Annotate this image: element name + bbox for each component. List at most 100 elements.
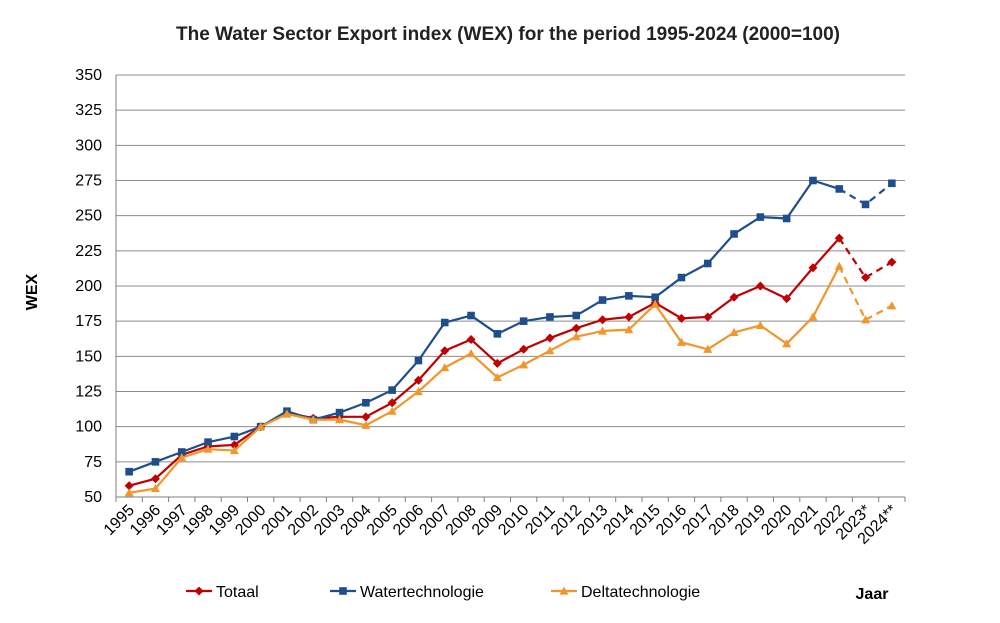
y-tick-labels: 50 75 100 125 150 175 200 225 250 275 300 325 350	[75, 67, 102, 506]
point-totaal-2019	[755, 281, 765, 291]
series-line-totaal	[128, 237, 841, 487]
point-deltatechnologie-2017	[703, 344, 713, 353]
x-tick-labels: 1995199619971998199920002001200220032004…	[101, 502, 901, 548]
point-totaal-2022	[834, 233, 844, 243]
point-watertechnologie-2009	[493, 330, 502, 338]
point-deltatechnologie-2003	[335, 415, 345, 424]
x-axis-label: Jaar	[856, 586, 889, 603]
y-tick-label-275: 275	[75, 173, 102, 190]
point-deltatechnologie-2010	[519, 360, 529, 369]
point-watertechnologie-2003	[335, 408, 344, 417]
point-totaal-1995	[124, 481, 134, 491]
point-deltatechnologie-2022	[834, 261, 844, 270]
legend: Totaal Watertechnologie Deltatechnologie	[186, 584, 700, 601]
point-watertechnologie-2021	[809, 176, 817, 185]
y-tick-label-50: 50	[84, 489, 102, 506]
point-deltatechnologie-2005	[387, 406, 397, 415]
y-tick-label-100: 100	[75, 419, 102, 436]
point-totaal-2016	[676, 313, 686, 323]
series-totaal	[124, 233, 897, 491]
point-watertechnologie-2005	[388, 386, 396, 394]
point-totaal-2008	[466, 334, 476, 344]
point-deltatechnologie-2014	[624, 325, 634, 334]
point-watertechnologie-2024**	[888, 179, 896, 188]
point-totaal-2006	[413, 375, 423, 385]
legend-label-watertechnologie: Watertechnologie	[360, 584, 484, 601]
point-deltatechnologie-1998	[203, 444, 213, 453]
point-deltatechnologie-2001	[282, 409, 292, 418]
point-deltatechnologie-1996	[150, 484, 160, 493]
point-watertechnologie-1997	[177, 448, 186, 456]
point-watertechnologie-2022	[835, 185, 844, 193]
point-watertechnologie-2006	[414, 356, 423, 365]
point-deltatechnologie-2021	[808, 312, 818, 321]
point-totaal-2012	[571, 323, 581, 333]
point-totaal-2024**	[887, 257, 897, 267]
y-tick-label-150: 150	[75, 348, 102, 365]
point-totaal-2013	[598, 315, 608, 325]
point-deltatechnologie-2020	[782, 339, 792, 348]
point-watertechnologie-2010	[519, 317, 528, 325]
point-totaal-2011	[545, 333, 555, 343]
point-deltatechnologie-2016	[676, 337, 686, 346]
legend-label-deltatechnologie: Deltatechnologie	[581, 584, 700, 601]
legend-marker-watertechnologie	[339, 587, 347, 595]
point-watertechnologie-2011	[546, 313, 554, 321]
chart-title: The Water Sector Export index (WEX) for …	[176, 24, 840, 45]
series-group	[124, 176, 897, 497]
legend-label-totaal: Totaal	[216, 584, 259, 601]
point-totaal-2004	[361, 412, 371, 422]
point-totaal-2014	[624, 312, 634, 322]
y-tick-label-175: 175	[75, 313, 102, 330]
point-watertechnologie-1995	[125, 467, 133, 476]
point-totaal-2023*	[861, 273, 871, 283]
point-deltatechnologie-2018	[729, 327, 739, 337]
point-totaal-2005	[387, 398, 397, 408]
point-deltatechnologie-2019	[755, 320, 765, 329]
point-watertechnologie-2017	[703, 259, 712, 268]
point-totaal-2007	[440, 346, 450, 356]
point-totaal-2021	[808, 263, 818, 273]
series-line-deltatechnologie	[128, 265, 841, 494]
point-watertechnologie-2023*	[861, 200, 870, 209]
point-watertechnologie-1999	[230, 432, 239, 441]
y-tick-label-125: 125	[75, 384, 102, 401]
point-deltatechnologie-2000	[256, 422, 266, 431]
y-axis-label: WEX	[24, 273, 41, 310]
point-deltatechnologie-2008	[466, 349, 476, 358]
legend-marker-totaal	[194, 586, 204, 596]
series-deltatechnologie	[124, 261, 897, 497]
series-line-watertechnologie	[128, 179, 840, 473]
point-watertechnologie-2004	[362, 398, 370, 407]
point-deltatechnologie-2006	[413, 387, 423, 396]
series-line-dashed-totaal	[838, 237, 893, 279]
point-deltatechnologie-2013	[598, 326, 608, 335]
point-watertechnologie-2018	[730, 230, 738, 238]
point-totaal-2020	[782, 294, 792, 304]
point-deltatechnologie-2023*	[861, 315, 871, 324]
point-deltatechnologie-2011	[545, 346, 555, 355]
point-deltatechnologie-2015	[650, 299, 660, 308]
point-watertechnologie-2019	[756, 213, 765, 221]
point-deltatechnologie-2004	[361, 420, 371, 429]
y-tick-label-200: 200	[75, 278, 102, 295]
point-watertechnologie-2007	[440, 318, 449, 327]
point-watertechnologie-1998	[204, 438, 212, 446]
point-deltatechnologie-2024**	[887, 301, 897, 310]
point-totaal-2009	[492, 358, 502, 368]
y-tick-label-225: 225	[75, 243, 102, 260]
point-watertechnologie-2012	[572, 311, 581, 320]
point-watertechnologie-2013	[598, 296, 607, 304]
point-watertechnologie-2014	[625, 292, 633, 300]
series-watertechnologie	[125, 176, 896, 476]
point-deltatechnologie-2007	[440, 363, 450, 372]
y-tick-label-250: 250	[75, 208, 102, 225]
point-watertechnologie-2016	[677, 273, 686, 282]
point-deltatechnologie-2002	[308, 415, 318, 424]
point-totaal-2017	[703, 312, 713, 322]
point-totaal-2010	[519, 344, 529, 354]
y-tick-label-75: 75	[84, 454, 102, 471]
point-totaal-1996	[150, 474, 160, 484]
